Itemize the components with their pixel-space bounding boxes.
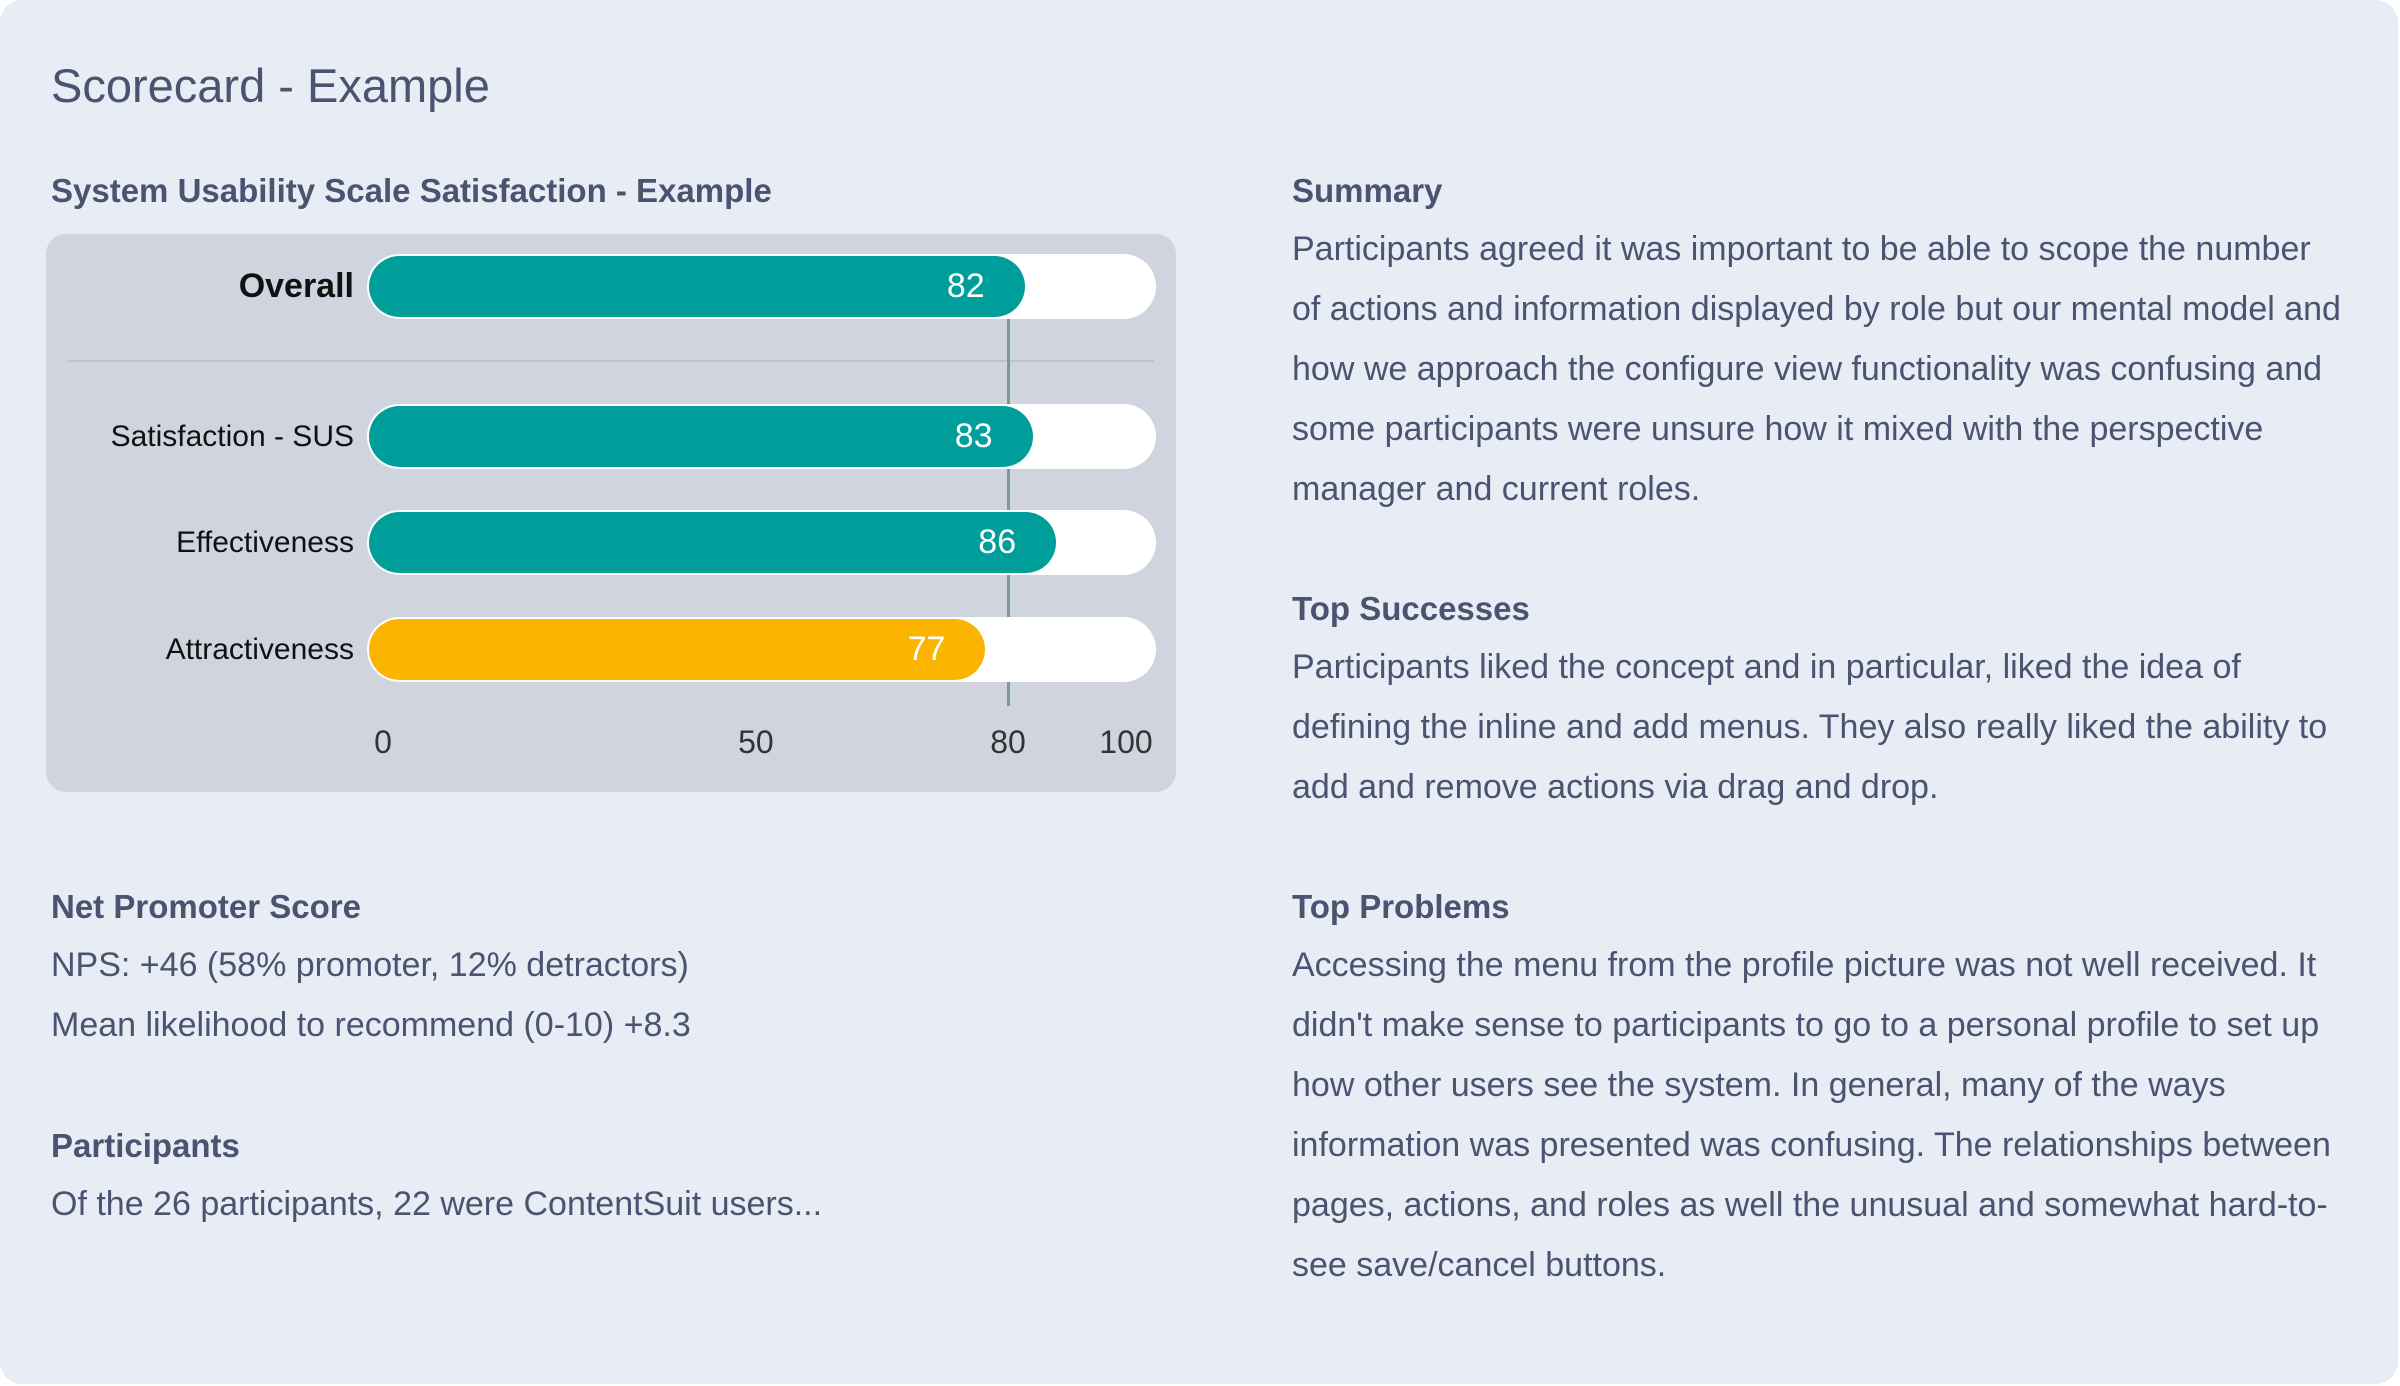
x-tick-label: 100 [1099, 724, 1153, 760]
summary-line: manager and current roles. [1292, 470, 1701, 508]
bar-value-label: 82 [946, 267, 985, 305]
bar [369, 406, 1033, 467]
successes-heading: Top Successes [1292, 590, 1530, 627]
bar-label: Overall [238, 267, 354, 305]
reference-line [1007, 304, 1010, 706]
participants-text: Of the 26 participants, 22 were ContentS… [51, 1174, 822, 1234]
summary-line: Participants agreed it was important to … [1292, 230, 2311, 268]
page-title: Scorecard - Example [51, 59, 490, 112]
nps-heading: Net Promoter Score [51, 888, 361, 925]
summary-line: some participants were unsure how it mix… [1292, 410, 2264, 448]
bar [369, 512, 1057, 573]
problems-line: Accessing the menu from the profile pict… [1292, 946, 2317, 984]
sus-chart-card: Overall 82 Satisfaction - SUS 83 Effectivene… [46, 234, 1176, 792]
nps-text: NPS: +46 (58% promoter, 12% detractors) … [51, 935, 691, 1055]
chart-divider [68, 360, 1154, 362]
successes-text: Participants liked the concept and in pa… [1292, 637, 2327, 817]
nps-line: NPS: +46 (58% promoter, 12% detractors) [51, 946, 689, 984]
x-tick-label: 0 [374, 724, 392, 760]
problems-line: how other users see the system. In gener… [1292, 1066, 2226, 1104]
bar-track: 86 [369, 512, 1154, 573]
successes-line: add and remove actions via drag and drop… [1292, 768, 1939, 806]
problems-line: information was presented was confusing.… [1292, 1126, 2331, 1164]
x-tick-label: 80 [990, 724, 1026, 760]
problems-line: pages, actions, and roles as well the un… [1292, 1186, 2328, 1224]
problems-text: Accessing the menu from the profile pict… [1292, 935, 2331, 1295]
bar-value-label: 86 [978, 523, 1017, 561]
bar-label: Effectiveness [176, 526, 354, 559]
bar-track: 83 [369, 406, 1154, 467]
bar [369, 256, 1025, 317]
problems-line: see save/cancel buttons. [1292, 1246, 1667, 1284]
successes-line: defining the inline and add menus. They … [1292, 708, 2328, 746]
summary-line: of actions and information displayed by … [1292, 290, 2341, 328]
bar [369, 619, 986, 680]
sus-heading: System Usability Scale Satisfaction - Ex… [51, 172, 772, 209]
summary-heading: Summary [1292, 172, 1443, 209]
participants-line: Of the 26 participants, 22 were ContentS… [51, 1185, 823, 1223]
bar-label: Attractiveness [165, 633, 354, 666]
nps-line: Mean likelihood to recommend (0-10) +8.3 [51, 1006, 691, 1044]
bar-value-label: 77 [907, 630, 946, 668]
summary-line: how we approach the configure view funct… [1292, 350, 2323, 388]
bar-track: 82 [369, 256, 1154, 317]
problems-heading: Top Problems [1292, 888, 1510, 925]
x-tick-label: 50 [738, 724, 774, 760]
problems-line: didn't make sense to participants to go … [1292, 1006, 2320, 1044]
bar-value-label: 83 [954, 417, 993, 455]
successes-line: Participants liked the concept and in pa… [1292, 648, 2241, 686]
participants-heading: Participants [51, 1127, 240, 1164]
bar-track: 77 [369, 619, 1154, 680]
summary-text: Participants agreed it was important to … [1292, 219, 2341, 519]
bar-label: Satisfaction - SUS [110, 420, 354, 453]
